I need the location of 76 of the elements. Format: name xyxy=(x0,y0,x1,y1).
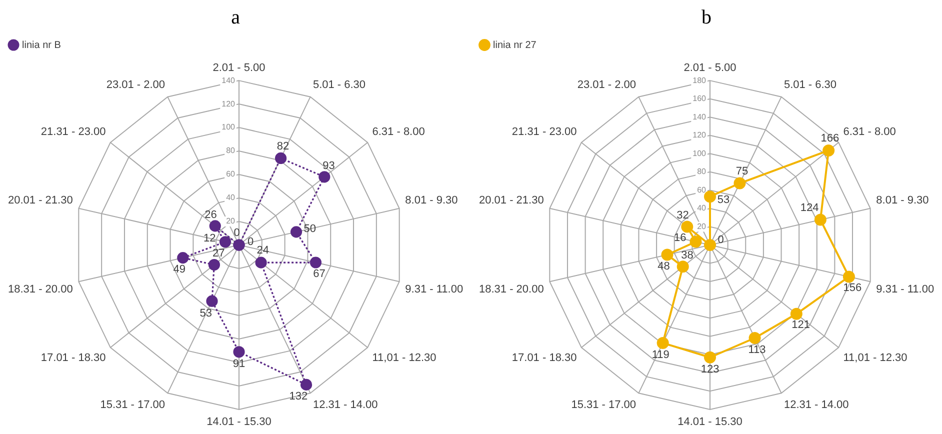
spoke-label: 5.01 - 6.30 xyxy=(784,78,837,91)
data-label: 0 xyxy=(248,236,254,248)
data-label: 16 xyxy=(674,232,686,244)
spoke-label: 21.31 - 23.00 xyxy=(40,126,106,138)
y-tick-label: 140 xyxy=(222,76,236,85)
y-tick-label: 120 xyxy=(692,130,707,140)
y-tick-label: 180 xyxy=(692,76,707,85)
y-tick-label: 80 xyxy=(226,146,236,156)
spoke-label: 11,01 - 12.30 xyxy=(843,352,908,364)
spoke-label: 5.01 - 6.30 xyxy=(312,78,366,91)
spoke-label: 20.01 - 21.30 xyxy=(8,194,73,207)
data-label: 75 xyxy=(736,166,748,178)
spoke-label: 20.01 - 21.30 xyxy=(478,194,544,207)
spoke-label: 23.01 - 2.00 xyxy=(106,78,166,91)
data-label: 53 xyxy=(200,308,212,320)
spoke-label: 14.01 - 15.30 xyxy=(206,416,272,428)
data-label: 27 xyxy=(212,248,225,260)
data-label: 0 xyxy=(718,234,724,246)
data-label: 121 xyxy=(792,319,810,332)
data-label: 82 xyxy=(276,140,290,152)
legend-label: linia nr B xyxy=(22,40,62,51)
spoke-label: 2.01 - 5.00 xyxy=(684,62,736,74)
data-label: 124 xyxy=(800,202,819,214)
data-label: 48 xyxy=(658,260,670,272)
spoke-label: 6.31 - 8.00 xyxy=(843,126,896,138)
y-tick-label: 20 xyxy=(697,222,707,231)
data-label: 119 xyxy=(652,348,670,361)
spoke-label: 15.31 - 17.00 xyxy=(100,399,166,412)
spoke-label: 14.01 - 15.30 xyxy=(678,416,742,428)
y-tick-label: 40 xyxy=(697,204,707,213)
y-tick-label: 40 xyxy=(226,193,236,202)
data-label: 113 xyxy=(748,344,766,356)
data-label: 53 xyxy=(717,194,730,206)
y-tick-label: 80 xyxy=(697,167,707,176)
data-label: 166 xyxy=(820,132,840,145)
data-label: 49 xyxy=(173,263,186,276)
spoke-label: 8.01 - 9.30 xyxy=(876,194,929,207)
data-label: 24 xyxy=(256,244,269,257)
spoke-label: 8.01 - 9.30 xyxy=(405,194,458,207)
data-label: 93 xyxy=(322,160,335,172)
legend-label: linia nr 27 xyxy=(493,40,537,51)
data-label: 38 xyxy=(681,250,694,262)
spoke-label: 17.01 - 18.30 xyxy=(40,352,106,364)
data-label: 0 xyxy=(234,227,240,240)
y-tick-label: 140 xyxy=(692,112,707,122)
spoke-label: 9.31 - 11.00 xyxy=(405,284,464,296)
spoke-label: 12.31 - 14.00 xyxy=(312,399,378,412)
y-tick-label: 100 xyxy=(222,122,236,132)
data-label: 67 xyxy=(313,268,326,280)
chart-title: b xyxy=(702,6,712,28)
spoke-label: 11,01 - 12.30 xyxy=(372,352,436,364)
spoke-label: 2.01 - 5.00 xyxy=(212,62,266,74)
data-label: 123 xyxy=(700,363,720,376)
y-tick-label: 160 xyxy=(692,94,707,104)
spoke-label: 17.01 - 18.30 xyxy=(512,352,577,364)
data-label: 12 xyxy=(204,232,216,244)
data-label: 32 xyxy=(676,210,689,222)
spoke-label: 6.31 - 8.00 xyxy=(372,126,425,138)
spoke-label: 12.31 - 14.00 xyxy=(784,399,849,412)
spoke-label: 9.31 - 11.00 xyxy=(876,284,934,296)
data-label: 50 xyxy=(304,222,316,235)
spoke-label: 15.31 - 17.00 xyxy=(571,399,636,412)
y-tick-label: 20 xyxy=(226,216,236,226)
spoke-label: 23.01 - 2.00 xyxy=(577,78,636,91)
spoke-label: 18.31 - 20.00 xyxy=(8,284,73,296)
data-label: 91 xyxy=(232,358,246,370)
y-tick-label: 100 xyxy=(692,148,707,158)
spoke-label: 21.31 - 23.00 xyxy=(512,126,577,138)
spoke-label: 18.31 - 20.00 xyxy=(478,284,544,296)
data-label: 26 xyxy=(204,208,217,221)
chart-title: a xyxy=(231,6,240,28)
y-tick-label: 60 xyxy=(226,170,236,179)
y-tick-label: 120 xyxy=(222,99,236,108)
data-label: 132 xyxy=(289,390,308,402)
data-label: 156 xyxy=(843,282,862,294)
y-tick-label: 60 xyxy=(697,185,707,194)
